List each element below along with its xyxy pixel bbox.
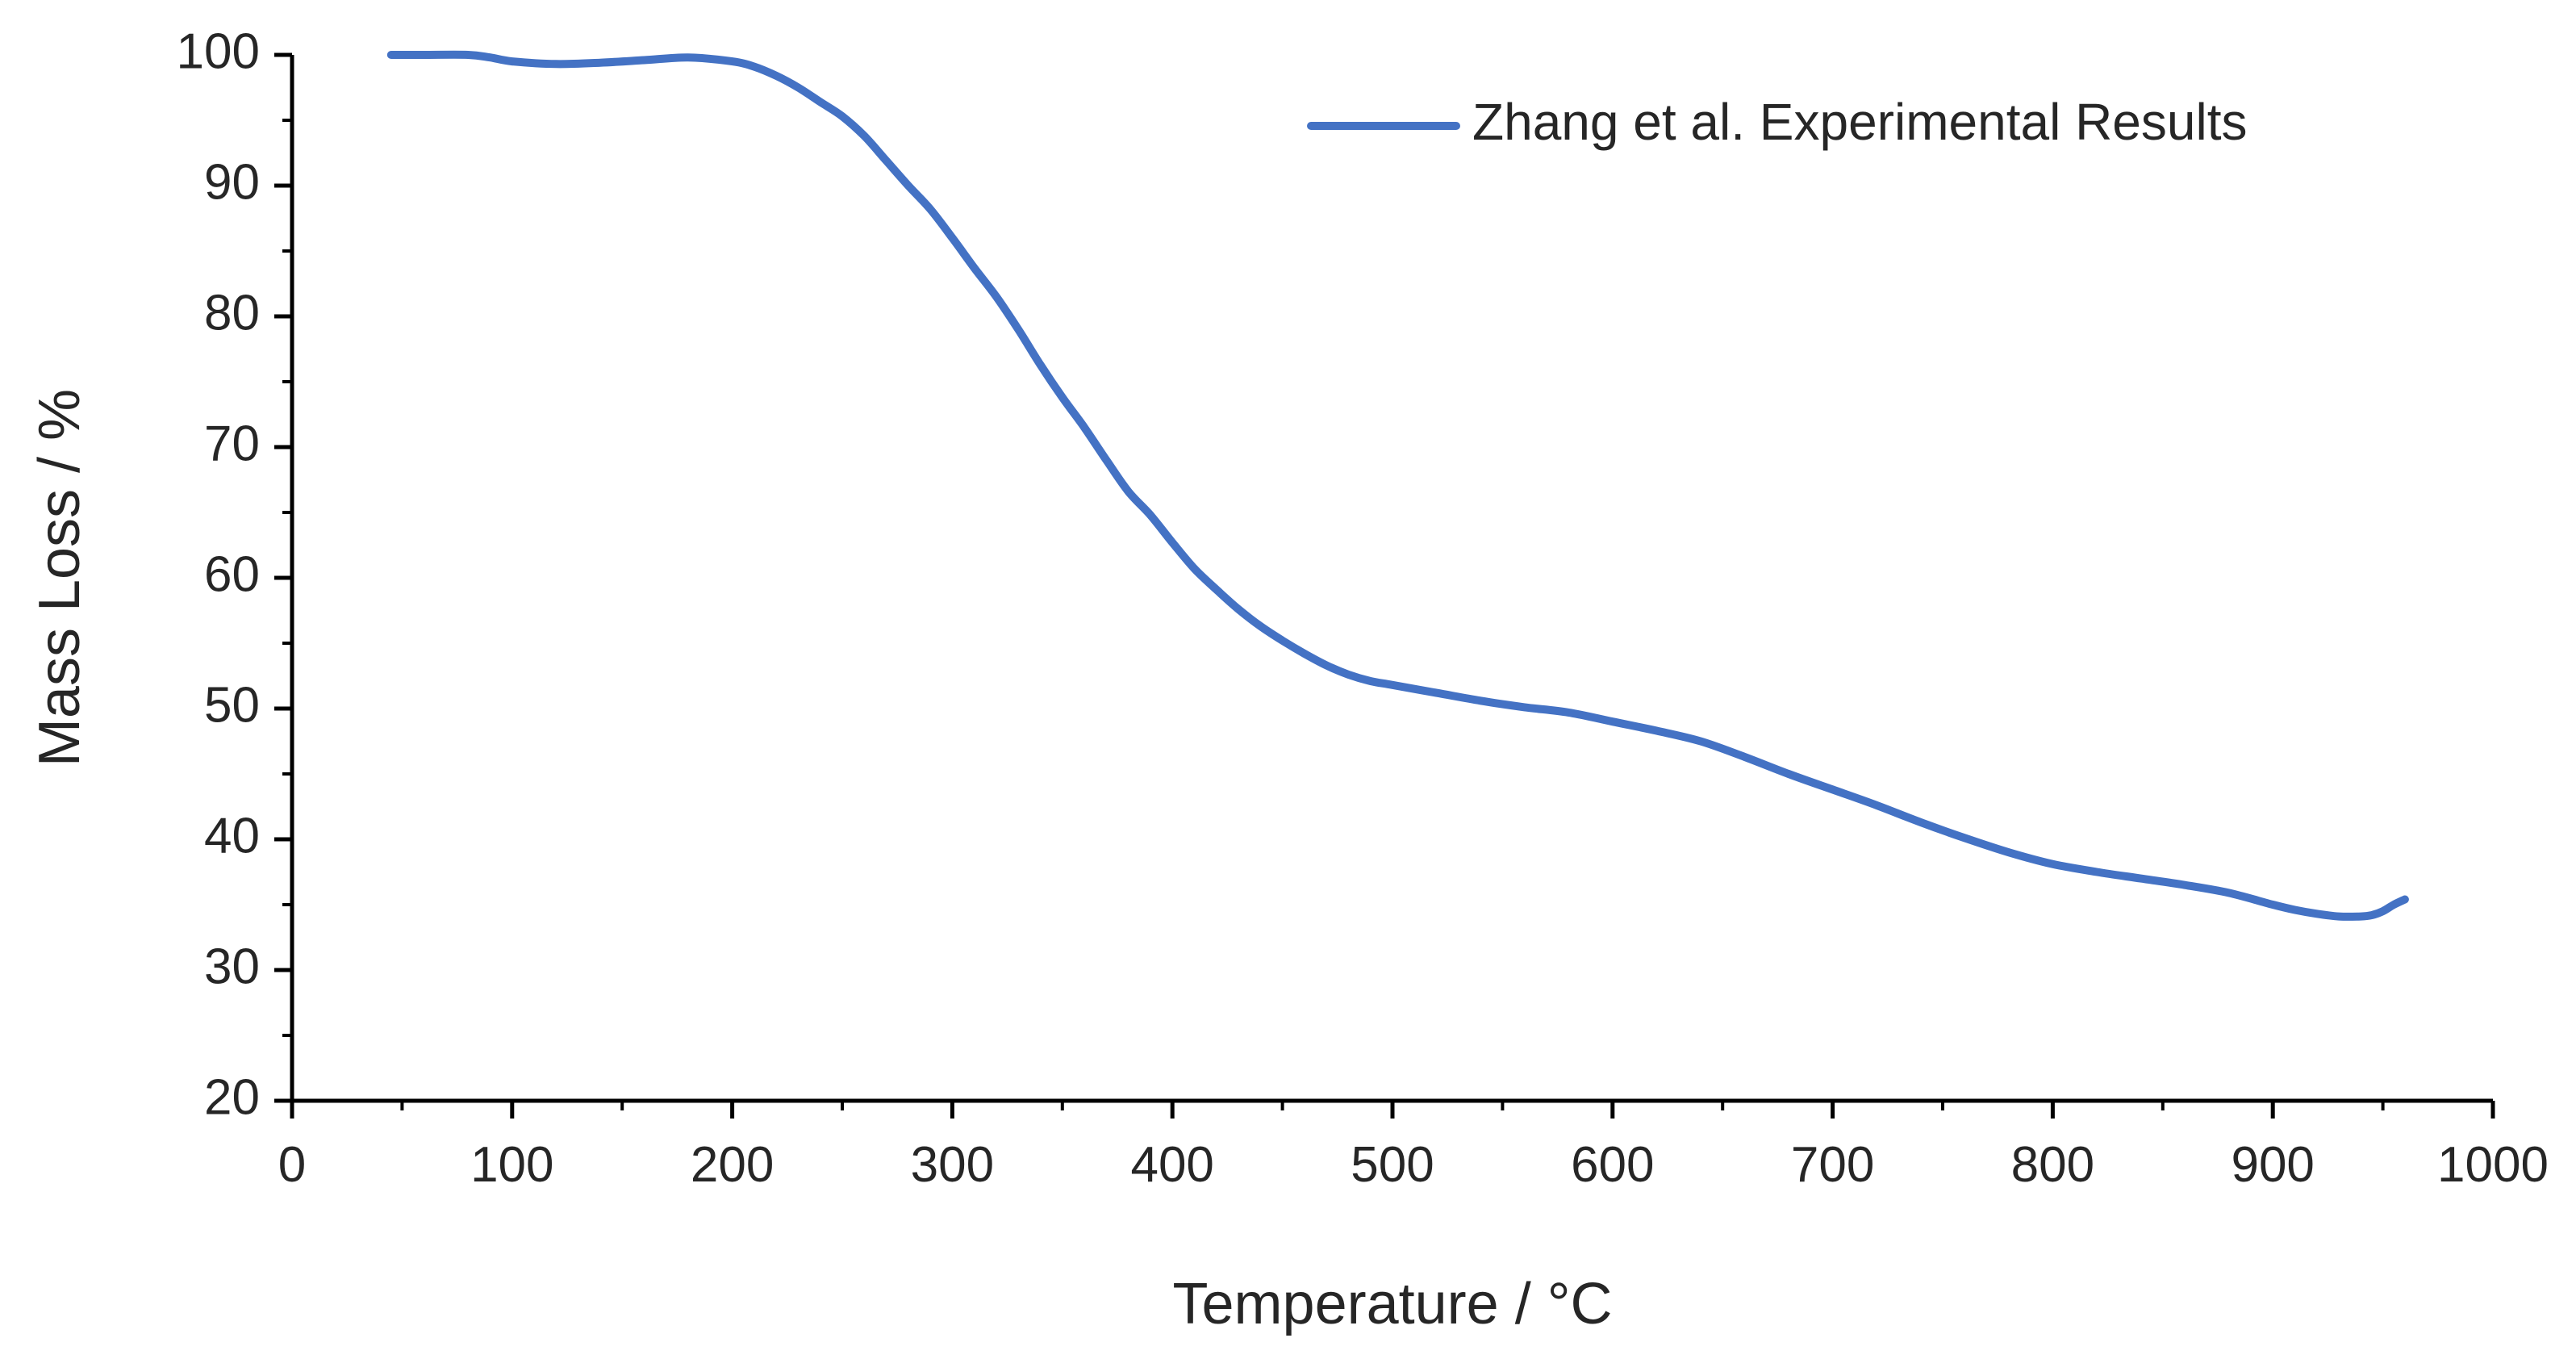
y-tick-label: 50 xyxy=(204,677,260,733)
x-tick-label: 800 xyxy=(2011,1137,2094,1193)
series-layer xyxy=(386,50,2409,921)
x-tick-label: 0 xyxy=(278,1137,306,1193)
y-tick-label: 30 xyxy=(204,939,260,994)
y-tick-label: 100 xyxy=(177,23,260,79)
y-tick-label: 20 xyxy=(204,1069,260,1125)
series-line xyxy=(386,50,2409,921)
x-tick-label: 200 xyxy=(691,1137,774,1193)
y-tick-label: 60 xyxy=(204,546,260,602)
x-ticks: 0 100 200 300 400 500 600 700 800 900 1000 xyxy=(278,1101,2549,1193)
y-axis-title: Mass Loss / % xyxy=(27,389,92,767)
x-tick-label: 300 xyxy=(911,1137,994,1193)
legend-label: Zhang et al. Experimental Results xyxy=(1472,93,2247,151)
x-tick-label: 400 xyxy=(1130,1137,1213,1193)
y-tick-label: 80 xyxy=(204,285,260,341)
x-tick-label: 500 xyxy=(1351,1137,1434,1193)
x-tick-label: 100 xyxy=(470,1137,553,1193)
x-tick-label: 600 xyxy=(1571,1137,1654,1193)
legend: Zhang et al. Experimental Results xyxy=(1307,93,2247,151)
y-tick-label: 40 xyxy=(204,808,260,863)
axes xyxy=(290,55,2493,1103)
x-axis-title: Temperature / °C xyxy=(1173,1272,1613,1336)
y-tick-label: 90 xyxy=(204,154,260,210)
y-ticks: 20 30 40 50 60 70 80 90 100 xyxy=(177,23,292,1125)
x-tick-label: 700 xyxy=(1791,1137,1874,1193)
y-tick-label: 70 xyxy=(204,416,260,471)
x-tick-label: 1000 xyxy=(2437,1137,2549,1193)
x-tick-label: 900 xyxy=(2231,1137,2314,1193)
